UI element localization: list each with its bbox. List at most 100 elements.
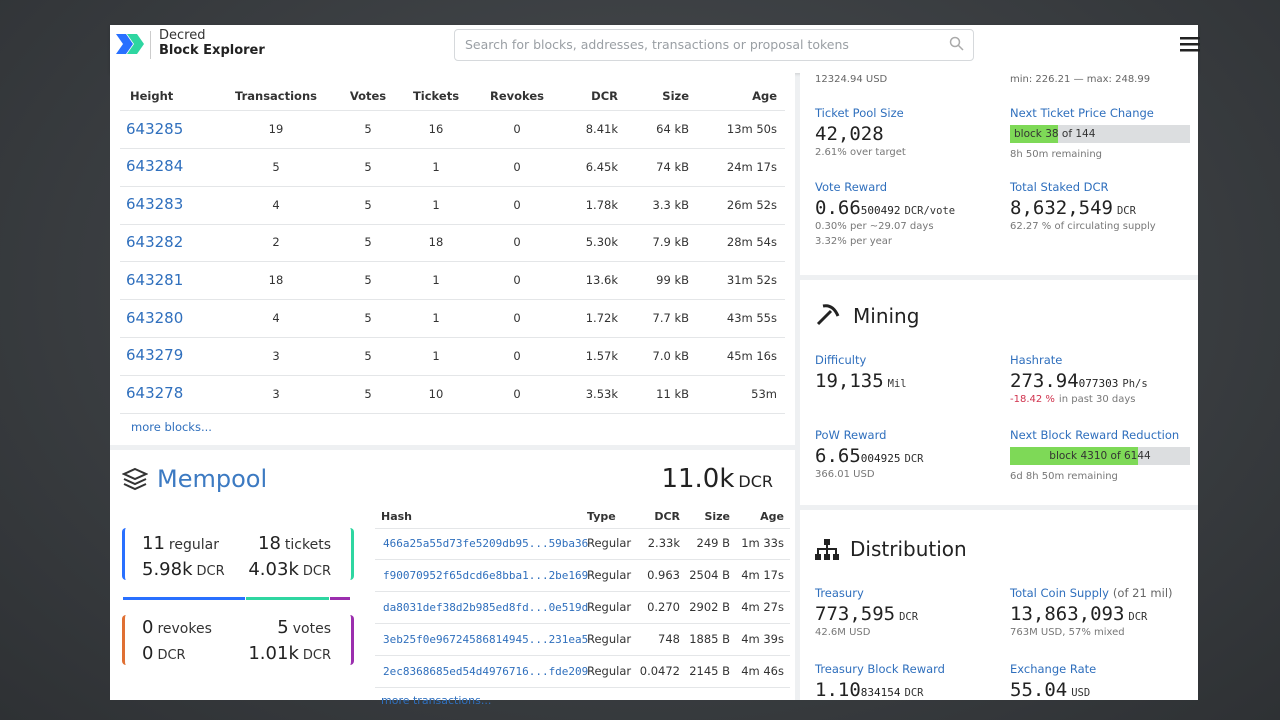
cell: 26m 52s [726,197,777,212]
tx-hash-link[interactable]: da8031def38d2b985ed8fd...0e519d [383,600,589,614]
cell: 5 [364,311,372,325]
header-rule [375,528,790,529]
block-height-link[interactable]: 643282 [126,232,184,251]
column-header: Size [662,89,689,103]
stat-label-line: Total Coin Supply (of 21 mil) [1010,585,1173,601]
stat-label: Treasury [815,586,864,600]
stat-label: PoW Reward [815,428,887,442]
block-height-link[interactable]: 643280 [126,308,184,327]
search-placeholder[interactable]: Search for blocks, addresses, transactio… [465,37,849,52]
cell: 4m 46s [741,664,784,678]
cell: 5 [364,159,372,174]
search-box[interactable] [454,29,974,61]
mempool-title: Mempool [157,465,268,493]
stat-note: 3.32% per year [815,236,893,247]
row-rule [375,687,790,688]
cell: 2504 B [689,568,730,582]
stat-note: in past 30 days [1058,394,1136,405]
stat-label: Total Coin Supply [1010,586,1109,600]
cell: 53m [751,386,777,401]
cell: 0.963 [647,568,680,582]
stat-value-fraction: 004925 [860,451,901,465]
cell: 2902 B [689,600,730,614]
cell: 4m 39s [741,632,784,646]
column-header: Tickets [412,89,460,103]
price-range: min: 226.21 — max: 248.99 [1010,74,1151,85]
cell: Regular [587,536,632,550]
block-height-link[interactable]: 643283 [126,195,184,214]
tx-hash-link[interactable]: 3eb25f0e96724586814945...231ea5 [383,632,589,646]
staking-card [800,73,1198,275]
block-height-link[interactable]: 643278 [126,384,184,403]
more-blocks-link[interactable]: more blocks... [131,420,212,434]
stat-unit: DCR [302,563,331,579]
stat-votes: 5 votes [277,615,331,642]
search-icon[interactable] [949,36,965,52]
stat-note: 62.27 % of circulating supply [1010,221,1156,232]
block-height-link[interactable]: 643285 [126,119,184,138]
stat-unit: DCR [904,452,924,465]
cell: 8.41k [585,122,618,136]
stat-change: -18.42 % [1010,394,1055,405]
menu-button[interactable] [1180,36,1200,52]
tx-hash-link[interactable]: f90070952f65dcd6e8bba1...2be169 [383,568,589,582]
stat-count: 0 [142,616,154,638]
cell: 5.30k [585,235,618,250]
stat-value-line: 6.65004925 DCR [815,443,923,473]
stat-value-line: 13,863,093 DCR [1010,601,1147,631]
stat-value-line: 42,028 [815,121,884,148]
stat-count: 11 [142,532,165,554]
row-rule [375,559,790,560]
cell: 64 kB [656,122,689,136]
stat-label: Total Staked DCR [1010,180,1109,194]
distribution-card [800,510,1198,700]
cell: 0 [513,159,521,174]
row-rule [375,591,790,592]
stat-value-line: 0.66500492 DCR/vote [815,195,955,225]
column-header: Type [587,509,616,523]
cell: 18 [268,273,284,288]
stat-regular: 11 regular [142,531,219,558]
cell: 45m 16s [726,348,777,363]
more-transactions-link[interactable]: more transactions... [381,693,492,707]
block-height-link[interactable]: 643284 [126,157,184,176]
cell: 31m 52s [726,273,777,288]
block-height-link[interactable]: 643279 [126,346,184,365]
stat-value-line: 773,595 DCR [815,601,918,631]
stat-value-fraction: 834154 [860,685,901,699]
tx-hash-link[interactable]: 2ec8368685ed54d4976716...fde209 [383,664,589,678]
mempool-total: 11.0k [661,464,735,494]
row-rule [120,299,785,301]
cell: 5 [364,197,372,212]
distribution-title: Distribution [850,537,967,561]
cell: 16 [428,122,444,136]
tx-hash-link[interactable]: 466a25a55d73fe5209db95...59ba36 [383,536,589,550]
stat-tickets-amount: 4.03k DCR [248,557,331,584]
mining-icon [816,304,840,326]
cell: 6.45k [585,159,618,174]
cell: 2145 B [689,664,730,678]
cell: 4m 27s [741,600,784,614]
stat-label: tickets [284,536,331,553]
stat-value-line: 273.94077303 Ph/s [1010,368,1148,398]
block-height-link[interactable]: 643281 [126,270,184,289]
row-rule [120,374,785,376]
stat-label: Treasury Block Reward [815,662,945,676]
progress-fill [1010,125,1058,143]
blocks-card [110,73,795,445]
cell: 0 [513,348,521,363]
stat-label: Exchange Rate [1010,662,1097,676]
revokes-votes-box [122,615,354,665]
stat-label: Vote Reward [815,180,888,194]
cell: 0 [513,122,521,136]
cell: 43m 55s [726,311,777,325]
row-rule [120,412,785,414]
cell: 5 [364,348,372,363]
cell: 0 [513,386,521,401]
row-rule [120,261,785,263]
bar-tickets [246,597,329,600]
stat-note: 0.30% per ~29.07 days [815,221,934,232]
cell: 7.0 kB [652,348,690,363]
